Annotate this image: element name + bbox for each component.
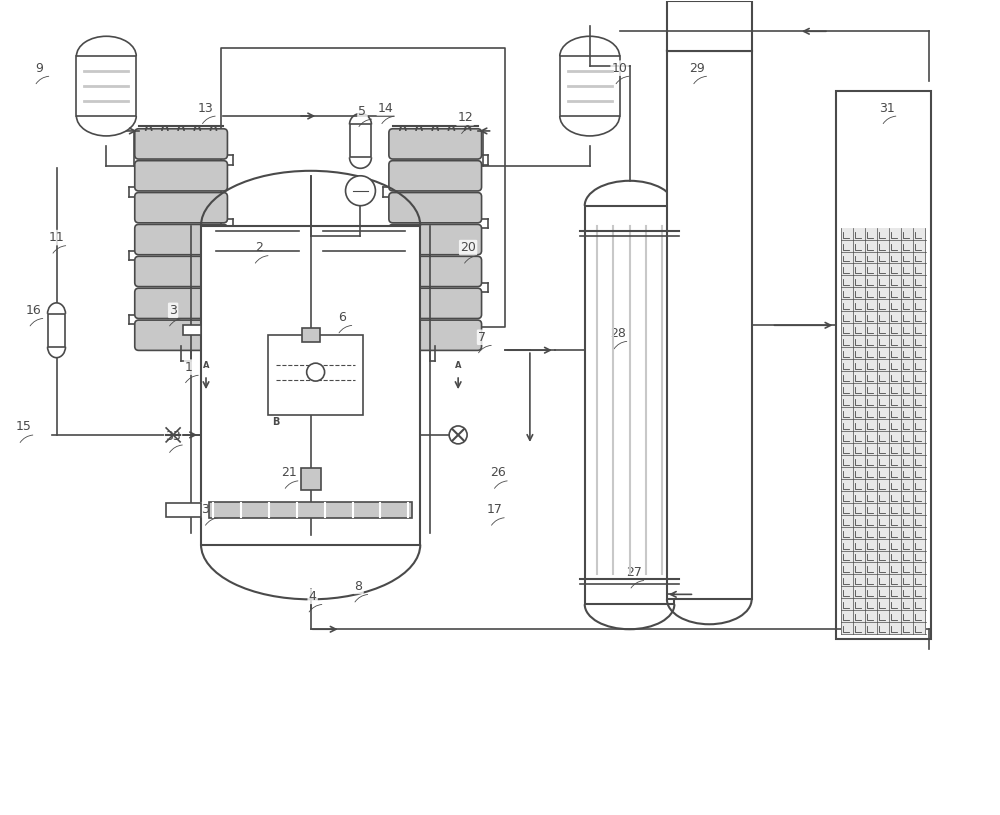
Text: 29: 29 [689, 62, 705, 75]
Text: 5: 5 [358, 104, 366, 117]
Text: 31: 31 [879, 102, 895, 115]
Text: 13: 13 [198, 102, 214, 115]
Text: 33: 33 [165, 430, 181, 443]
Text: 27: 27 [627, 566, 642, 579]
FancyBboxPatch shape [389, 161, 482, 191]
Bar [209, 502, 412, 518]
Text: 7: 7 [478, 331, 486, 344]
Bar [301, 468, 321, 490]
Bar [76, 56, 136, 116]
Text: 2: 2 [255, 241, 263, 254]
Bar [560, 56, 620, 116]
Bar [667, 2, 752, 51]
Text: A: A [455, 361, 461, 370]
FancyBboxPatch shape [389, 224, 482, 255]
Text: 30: 30 [853, 327, 869, 340]
Bar [350, 125, 371, 157]
Text: 1: 1 [185, 361, 193, 373]
Text: 28: 28 [610, 327, 626, 340]
FancyBboxPatch shape [135, 320, 227, 350]
Text: 11: 11 [49, 231, 64, 244]
Bar [302, 328, 320, 342]
Text: 26: 26 [490, 466, 506, 479]
FancyBboxPatch shape [389, 192, 482, 222]
Bar [667, 51, 752, 599]
Text: 9: 9 [36, 62, 44, 75]
FancyBboxPatch shape [135, 224, 227, 255]
Bar [841, 228, 926, 634]
Circle shape [346, 176, 375, 205]
Text: 4: 4 [309, 590, 317, 603]
Bar [585, 205, 674, 605]
Bar [183, 325, 201, 335]
FancyBboxPatch shape [389, 289, 482, 319]
Text: 14: 14 [378, 102, 393, 115]
FancyBboxPatch shape [135, 161, 227, 191]
FancyBboxPatch shape [389, 256, 482, 287]
Bar [268, 335, 363, 415]
Circle shape [307, 363, 325, 381]
FancyBboxPatch shape [389, 129, 482, 159]
FancyBboxPatch shape [135, 256, 227, 287]
Text: 12: 12 [457, 112, 473, 125]
Text: A: A [203, 361, 209, 370]
Text: 15: 15 [16, 421, 32, 434]
Text: 17: 17 [487, 503, 503, 516]
FancyBboxPatch shape [389, 320, 482, 350]
FancyBboxPatch shape [135, 289, 227, 319]
Text: 16: 16 [26, 304, 41, 317]
Text: B: B [272, 417, 279, 427]
Text: 10: 10 [612, 62, 628, 75]
Text: 20: 20 [460, 241, 476, 254]
Text: 6: 6 [339, 311, 346, 324]
Text: 3: 3 [169, 304, 177, 317]
FancyBboxPatch shape [135, 192, 227, 222]
FancyBboxPatch shape [135, 129, 227, 159]
Bar [836, 91, 931, 639]
Bar [48, 314, 65, 346]
Bar [201, 226, 420, 544]
Text: 21: 21 [281, 466, 297, 479]
Bar [166, 503, 201, 517]
Text: 32: 32 [201, 503, 217, 516]
Text: 8: 8 [354, 580, 362, 593]
Circle shape [449, 426, 467, 444]
